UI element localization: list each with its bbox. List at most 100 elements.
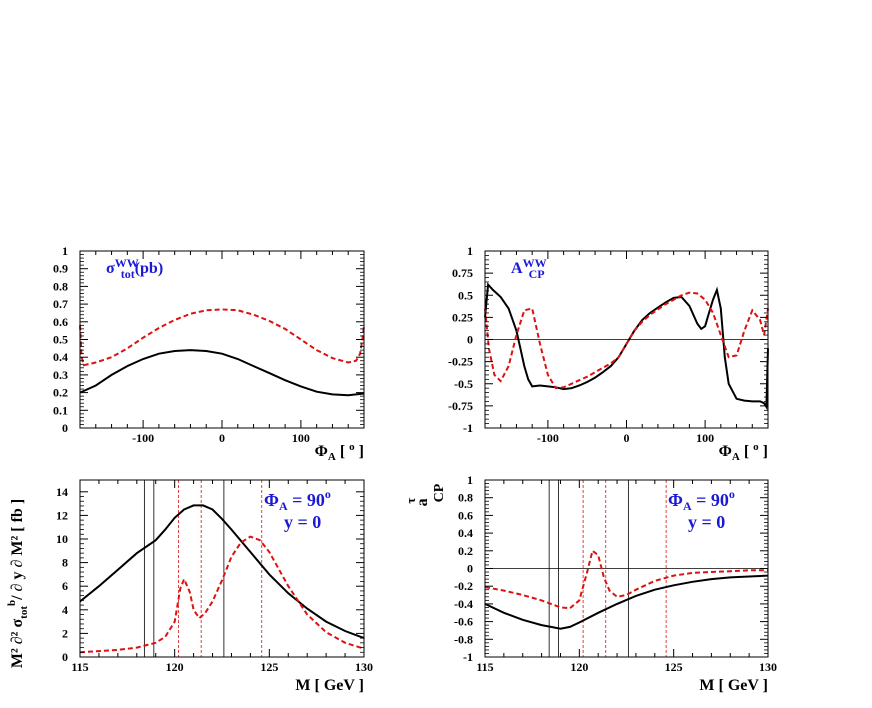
series-line-2 — [79, 535, 365, 654]
annotation-sub: CP — [529, 267, 545, 281]
y-tick-label: 0.1 — [53, 403, 68, 417]
x-tick-label: 115 — [71, 660, 88, 674]
y-axis-label-main: M² ∂² σ — [9, 619, 26, 669]
y-tick-label: -0.8 — [454, 632, 473, 646]
y-tick-label: 0.8 — [53, 279, 68, 293]
y-axis-label-sub: tot — [18, 606, 30, 619]
panel-annotation: σWW tot(pb) — [106, 256, 163, 281]
x-axis-label-end: ] — [355, 443, 364, 460]
phase-annotation: ΦA = 90o — [264, 487, 331, 513]
x-tick-label: 130 — [759, 660, 777, 674]
annotation-sub: tot — [121, 267, 135, 281]
x-tick-label: 0 — [219, 431, 225, 445]
y-tick-label: 0.7 — [53, 297, 68, 311]
x-tick-label: 130 — [355, 660, 373, 674]
x-tick-label: 125 — [260, 660, 278, 674]
y-axis-label-sup: τ — [403, 498, 418, 504]
series-line-1 — [484, 574, 769, 630]
phase-annotation-sup: o — [729, 487, 735, 501]
y-tick-label: 12 — [56, 508, 68, 522]
y-tick-label: -1 — [463, 650, 473, 664]
y-tick-label: 0.75 — [452, 266, 473, 280]
x-axis-label-main: M [ GeV ] — [295, 677, 364, 694]
x-tick-label: 115 — [476, 660, 493, 674]
phase-annotation-phi: Φ — [668, 490, 683, 510]
series-line-2 — [484, 291, 769, 390]
x-axis-label-sub: A — [732, 451, 740, 463]
x-axis-label-main: Φ — [719, 443, 732, 460]
x-axis-label-sup: o — [753, 441, 759, 453]
y-tick-label: 0.25 — [452, 310, 473, 324]
x-tick-label: 120 — [570, 660, 588, 674]
plot-frame — [79, 479, 365, 658]
y-tick-label: 2 — [62, 626, 68, 640]
y-axis-label-post: / ∂ y ∂ M² [ fb ] — [9, 499, 26, 601]
y-tick-label: 1 — [62, 244, 68, 258]
series-line-1 — [484, 282, 769, 411]
y-tick-label: 0.6 — [53, 315, 68, 329]
y-tick-label: 4 — [62, 603, 68, 617]
y-tick-label: -0.75 — [448, 399, 473, 413]
annotation-main: A — [511, 260, 523, 277]
x-axis-label: M [ GeV ] — [295, 677, 364, 694]
phase-annotation-phi: Φ — [264, 490, 279, 510]
chart-panel-4: -1 -0.8 -0.6 -0.4 -0.2 0 0.2 0.4 0.6 0.8 1 115 120 12… — [403, 473, 777, 694]
x-axis-label: M [ GeV ] — [699, 677, 768, 694]
x-tick-label: 120 — [166, 660, 184, 674]
series-line-2 — [79, 308, 365, 367]
x-tick-label: 100 — [292, 431, 310, 445]
y-tick-label: -0.2 — [454, 579, 473, 593]
y-tick-label: 1 — [467, 244, 473, 258]
y-tick-label: -0.4 — [454, 597, 473, 611]
y-tick-label: 0.5 — [53, 333, 68, 347]
x-tick-label: -100 — [132, 431, 154, 445]
panel-annotation: AWW CP — [511, 256, 547, 281]
annotation-sup: WW — [115, 256, 139, 270]
y-tick-label: 1 — [467, 473, 473, 487]
y-tick-label: -0.5 — [454, 377, 473, 391]
y-tick-label: -0.25 — [448, 355, 473, 369]
y-tick-label: 0 — [467, 562, 473, 576]
y-axis-label-sub: CP — [432, 483, 447, 502]
x-axis-label: ΦA [ o ] — [719, 441, 768, 463]
y-tick-label: 0.4 — [458, 526, 473, 540]
x-axis-label-main: M [ GeV ] — [699, 677, 768, 694]
phase-annotation-sub: A — [279, 499, 288, 513]
phase-annotation: ΦA = 90o — [668, 487, 735, 513]
y-tick-label: 10 — [56, 532, 68, 546]
y-axis-label: M² ∂² σtotb/ ∂ y ∂ M² [ fb ] — [6, 499, 30, 668]
x-axis-label-post: [ — [740, 443, 753, 460]
chart-panel-2: -1 -0.75 -0.5 -0.25 0 0.25 0.5 0.75 1 -100 0 100 ΦA … — [448, 244, 769, 463]
y-tick-label: -0.6 — [454, 615, 473, 629]
annotation-sup: WW — [523, 256, 547, 270]
y-tick-label: 8 — [62, 556, 68, 570]
x-axis-label-post: [ — [336, 443, 349, 460]
x-axis-label-sup: o — [349, 441, 355, 453]
y-tick-label: 14 — [56, 485, 68, 499]
x-axis-label-main: Φ — [315, 443, 328, 460]
x-tick-label: 100 — [696, 431, 714, 445]
chart-panel-1: 0 0.1 0.2 0.3 0.4 0.5 0.6 0.7 0.8 0.9 1 -100 0 100 ΦA … — [53, 244, 365, 463]
y-axis-label-sup: b — [6, 600, 18, 606]
y-tick-label: 0.9 — [53, 262, 68, 276]
y-tick-label: 0.2 — [53, 386, 68, 400]
phase-annotation-sup: o — [325, 487, 331, 501]
series-line-1 — [79, 349, 365, 397]
phase-annotation-value: = 90 — [692, 490, 729, 510]
chart-panel-3: 0 2 4 6 8 10 12 14 115 120 125 130 M [ GeV ] ΦA = 90o… — [6, 479, 373, 694]
y-tick-label: 0.4 — [53, 350, 68, 364]
y-tick-label: 0.3 — [53, 368, 68, 382]
x-axis-label: ΦA [ o ] — [315, 441, 364, 463]
y-tick-label: 0.2 — [458, 544, 473, 558]
x-axis-label-sub: A — [328, 451, 336, 463]
series-line-2 — [484, 549, 768, 610]
x-tick-label: -100 — [537, 431, 559, 445]
y-tick-label: -1 — [463, 421, 473, 435]
annotation-main: σ — [106, 260, 115, 277]
x-axis-label-end: ] — [759, 443, 768, 460]
y-tick-label: 0.8 — [458, 491, 473, 505]
y-axis-label-main: a — [414, 498, 431, 506]
y-tick-label: 0 — [62, 421, 68, 435]
y-tick-label: 0.5 — [458, 288, 473, 302]
